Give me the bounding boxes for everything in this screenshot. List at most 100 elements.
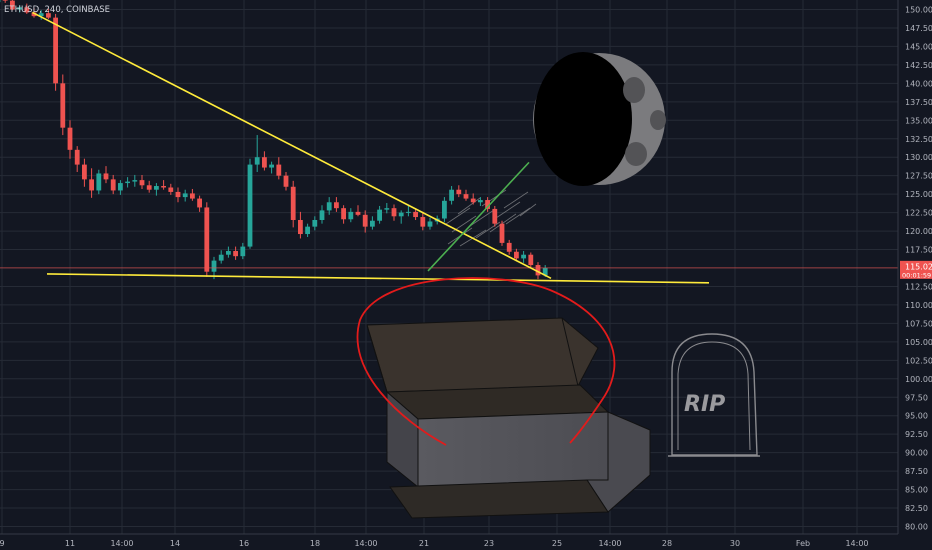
candle bbox=[290, 180, 296, 228]
price-tick-label: 125.00 bbox=[905, 190, 932, 199]
candle bbox=[334, 197, 339, 212]
circle-sketch bbox=[356, 277, 616, 446]
price-tick-label: 150.00 bbox=[905, 6, 932, 15]
candle bbox=[146, 180, 152, 193]
rain-streak bbox=[519, 203, 537, 217]
candle bbox=[283, 171, 289, 191]
candle bbox=[118, 180, 123, 195]
price-tick-label: 147.50 bbox=[905, 24, 932, 33]
descending-trendline bbox=[32, 11, 552, 280]
candle bbox=[74, 146, 80, 172]
candle bbox=[197, 195, 202, 212]
candle-body bbox=[542, 268, 548, 276]
candle-body bbox=[305, 226, 310, 235]
price-tick-label: 100.00 bbox=[905, 375, 932, 384]
time-tick-label: 18 bbox=[310, 539, 320, 548]
price-axis[interactable]: 150.00 147.50 145.00 142.50 140.00 137.50 135.… bbox=[897, 0, 932, 550]
price-tick-label: 92.50 bbox=[905, 430, 928, 439]
candle-body bbox=[247, 164, 253, 247]
candle bbox=[168, 183, 174, 195]
candle-body bbox=[290, 186, 296, 220]
time-axis[interactable]: 9 11 14:00 14 16 18 14:00 21 23 25 14:00 28 30 Feb 14:… bbox=[0, 533, 932, 550]
candle bbox=[478, 197, 483, 206]
candle bbox=[154, 183, 159, 196]
candle bbox=[305, 223, 310, 237]
candle-body bbox=[391, 208, 397, 217]
candle-body bbox=[139, 180, 145, 186]
candle bbox=[67, 120, 73, 159]
rain-streak bbox=[457, 197, 481, 215]
candle-body bbox=[355, 211, 361, 215]
candle-body bbox=[24, 7, 30, 13]
candle bbox=[247, 158, 253, 249]
candle-body bbox=[413, 211, 418, 218]
price-tick-label: 107.50 bbox=[905, 319, 932, 328]
time-tick-label: 23 bbox=[484, 539, 494, 548]
candle bbox=[535, 262, 541, 280]
price-tick-label: 102.50 bbox=[905, 356, 932, 365]
time-tick-label: 14:00 bbox=[354, 539, 377, 548]
candle bbox=[17, 5, 22, 13]
candle-body bbox=[485, 200, 490, 209]
candle bbox=[492, 205, 498, 227]
time-tick-label: 14 bbox=[170, 539, 180, 548]
candle-body bbox=[226, 251, 231, 255]
candle bbox=[521, 251, 526, 263]
candle bbox=[319, 205, 325, 224]
price-tick-label: 90.00 bbox=[905, 449, 928, 458]
countdown-label: 00:01:59 bbox=[902, 271, 931, 279]
candle-body bbox=[449, 189, 454, 201]
candle bbox=[384, 203, 390, 214]
candle bbox=[161, 180, 166, 190]
rain-streak bbox=[445, 207, 471, 225]
candle-body bbox=[60, 83, 66, 128]
moon-shadow bbox=[534, 52, 632, 186]
candle bbox=[38, 10, 44, 20]
candle-body bbox=[406, 211, 411, 213]
candle bbox=[96, 169, 102, 195]
candle bbox=[420, 211, 426, 231]
candle-body bbox=[74, 149, 80, 165]
candle-body bbox=[233, 251, 238, 257]
price-tick-label: 142.50 bbox=[905, 61, 932, 70]
candle-body bbox=[341, 208, 346, 220]
candle-body bbox=[254, 157, 260, 165]
candle-body bbox=[442, 200, 447, 219]
candle-body bbox=[334, 202, 339, 209]
candle bbox=[362, 210, 368, 233]
candle bbox=[46, 8, 51, 20]
rain-streak bbox=[489, 213, 517, 233]
price-tick-label: 97.50 bbox=[905, 393, 928, 402]
candle bbox=[485, 197, 490, 212]
candle-body bbox=[175, 191, 181, 198]
candle-body bbox=[118, 183, 123, 191]
candle-body bbox=[146, 185, 152, 190]
tombstone-outline bbox=[671, 333, 758, 456]
candle-body bbox=[499, 223, 505, 243]
candle-body bbox=[427, 221, 433, 227]
moon-crater bbox=[625, 142, 647, 166]
projection-line bbox=[427, 161, 530, 272]
time-tick-label: 25 bbox=[552, 539, 562, 548]
candle-body bbox=[82, 164, 87, 180]
candle bbox=[240, 242, 246, 260]
candle bbox=[103, 166, 109, 184]
candle bbox=[499, 220, 505, 246]
candle bbox=[226, 246, 231, 258]
candle-body bbox=[38, 13, 44, 17]
candle-body bbox=[521, 254, 526, 259]
candle bbox=[391, 204, 397, 221]
candle-body bbox=[463, 194, 469, 199]
candle bbox=[470, 193, 476, 205]
candle-body bbox=[89, 179, 94, 191]
rain-streak bbox=[495, 201, 521, 219]
candle-body bbox=[197, 198, 202, 208]
candle-body bbox=[2, 0, 8, 1]
coffin-lid-edge bbox=[366, 324, 388, 393]
price-tick-label: 122.50 bbox=[905, 209, 932, 218]
candle-body bbox=[362, 214, 368, 227]
candle bbox=[377, 205, 382, 224]
candle-body bbox=[276, 164, 282, 176]
